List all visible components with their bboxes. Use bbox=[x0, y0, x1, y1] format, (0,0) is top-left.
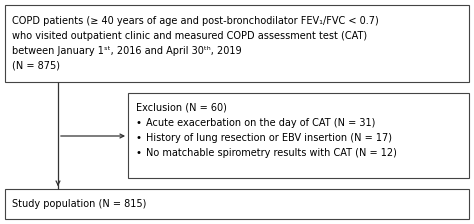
Text: •: • bbox=[136, 133, 142, 143]
Text: who visited outpatient clinic and measured COPD assessment test (CAT): who visited outpatient clinic and measur… bbox=[12, 31, 367, 41]
Text: Acute exacerbation on the day of CAT (N = 31): Acute exacerbation on the day of CAT (N … bbox=[146, 118, 375, 128]
Bar bbox=[5, 5, 469, 82]
Text: Exclusion (N = 60): Exclusion (N = 60) bbox=[136, 103, 227, 113]
Text: History of lung resection or EBV insertion (N = 17): History of lung resection or EBV inserti… bbox=[146, 133, 392, 143]
Bar bbox=[5, 189, 469, 219]
Text: •: • bbox=[136, 148, 142, 158]
Text: Study population (N = 815): Study population (N = 815) bbox=[12, 199, 146, 209]
Text: COPD patients (≥ 40 years of age and post-bronchodilator FEV₁/FVC < 0.7): COPD patients (≥ 40 years of age and pos… bbox=[12, 16, 379, 26]
Text: (N = 875): (N = 875) bbox=[12, 61, 60, 71]
Text: •: • bbox=[136, 118, 142, 128]
Text: No matchable spirometry results with CAT (N = 12): No matchable spirometry results with CAT… bbox=[146, 148, 397, 158]
Text: between January 1ˢᵗ, 2016 and April 30ᵗʰ, 2019: between January 1ˢᵗ, 2016 and April 30ᵗʰ… bbox=[12, 46, 242, 56]
Bar bbox=[128, 93, 469, 178]
